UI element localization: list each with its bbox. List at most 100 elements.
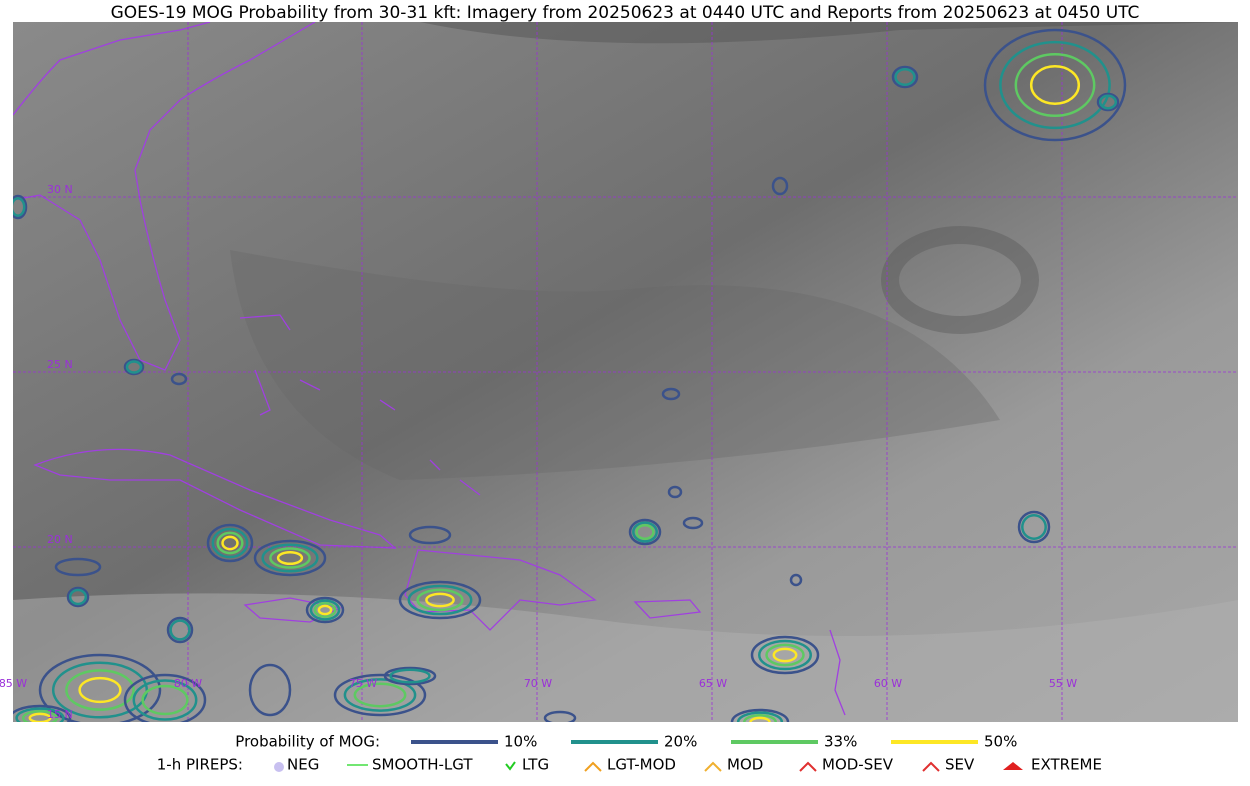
contour	[772, 647, 798, 663]
legend-label: Probability of MOG:	[235, 733, 380, 751]
contour	[416, 588, 464, 612]
contour	[771, 176, 789, 196]
contour	[1014, 52, 1096, 118]
cloud-field	[13, 593, 1238, 722]
contour	[65, 669, 135, 711]
contour	[1029, 65, 1081, 105]
contour	[682, 516, 704, 530]
contour	[261, 543, 319, 573]
legend-item: SMOOTH-LGT	[372, 756, 473, 774]
legend-item: LGT-MOD	[607, 756, 676, 774]
contour	[248, 663, 292, 717]
lon-label: 60 W	[874, 677, 902, 690]
legend-label: 1-h PIREPS:	[157, 756, 243, 774]
pirep-icon	[584, 761, 602, 772]
lon-label: 75 W	[349, 677, 377, 690]
contour	[125, 360, 143, 374]
contour	[333, 673, 427, 717]
dry-band	[420, 22, 1238, 44]
legend-item: MOD-SEV	[822, 756, 894, 774]
contour	[407, 584, 473, 616]
legend-item: EXTREME	[1031, 756, 1102, 774]
lon-label: 65 W	[699, 677, 727, 690]
legend-item: 20%	[664, 733, 697, 751]
contour	[383, 666, 437, 686]
contour	[313, 602, 337, 618]
contour	[891, 65, 919, 89]
lat-label: 15 N	[47, 708, 73, 721]
pirep-icon	[799, 761, 817, 772]
contour	[206, 523, 254, 563]
legend-item: NEG	[287, 756, 319, 774]
map	[13, 22, 1238, 722]
lat-label: 30 N	[47, 183, 73, 196]
lon-label: 80 W	[174, 677, 202, 690]
contour	[132, 679, 198, 721]
legend-item: 50%	[984, 733, 1017, 751]
contour	[661, 387, 681, 401]
contour	[667, 485, 683, 499]
pirep-icon	[922, 761, 940, 772]
contour	[389, 668, 431, 684]
contour	[628, 518, 662, 546]
contour	[1017, 510, 1051, 544]
contour	[398, 580, 482, 620]
contour	[68, 588, 88, 606]
contour	[736, 711, 784, 722]
legend-item: 33%	[824, 733, 857, 751]
contour	[51, 661, 149, 719]
contour	[894, 67, 916, 87]
contour	[13, 197, 26, 217]
contour	[170, 372, 188, 386]
contour	[730, 708, 790, 722]
title: GOES-19 MOG Probability from 30-31 kft: …	[111, 3, 1140, 23]
lon-label: 55 W	[1049, 677, 1077, 690]
contour	[269, 547, 311, 569]
contour	[78, 676, 122, 704]
contour	[305, 596, 345, 624]
contour	[216, 531, 244, 555]
contour	[309, 599, 341, 621]
contour	[253, 539, 327, 577]
contour	[758, 639, 812, 671]
contour	[743, 714, 777, 722]
contour	[317, 604, 333, 616]
contour	[1096, 92, 1120, 112]
contour	[28, 712, 52, 722]
contour	[21, 710, 59, 722]
contour	[1021, 514, 1047, 540]
contour	[211, 527, 249, 559]
contour	[13, 194, 28, 220]
contour	[66, 586, 90, 608]
contour	[635, 524, 655, 540]
contour	[343, 678, 417, 712]
contour	[276, 550, 304, 566]
contour	[123, 673, 207, 722]
contour	[123, 358, 145, 376]
lat-label: 25 N	[47, 358, 73, 371]
contour	[749, 716, 771, 722]
contour	[983, 28, 1127, 142]
dry-band	[230, 250, 1000, 480]
contour	[425, 592, 455, 608]
legend-item: MOD	[727, 756, 763, 774]
contour	[543, 710, 577, 722]
pirep-icon	[505, 761, 516, 771]
lat-label: 20 N	[47, 533, 73, 546]
contour	[765, 643, 805, 667]
contour	[141, 684, 189, 716]
contour	[166, 616, 194, 644]
contour	[632, 521, 658, 543]
swirl	[881, 226, 1039, 334]
contour	[54, 557, 102, 577]
contour	[789, 573, 803, 587]
legend-item: SEV	[945, 756, 975, 774]
contour	[169, 619, 191, 641]
contour	[1098, 94, 1118, 110]
legend-item: LTG	[522, 756, 549, 774]
pirep-icon	[274, 762, 284, 772]
contour	[408, 525, 452, 545]
pirep-icon	[1003, 762, 1023, 770]
legend-item: 10%	[504, 733, 537, 751]
